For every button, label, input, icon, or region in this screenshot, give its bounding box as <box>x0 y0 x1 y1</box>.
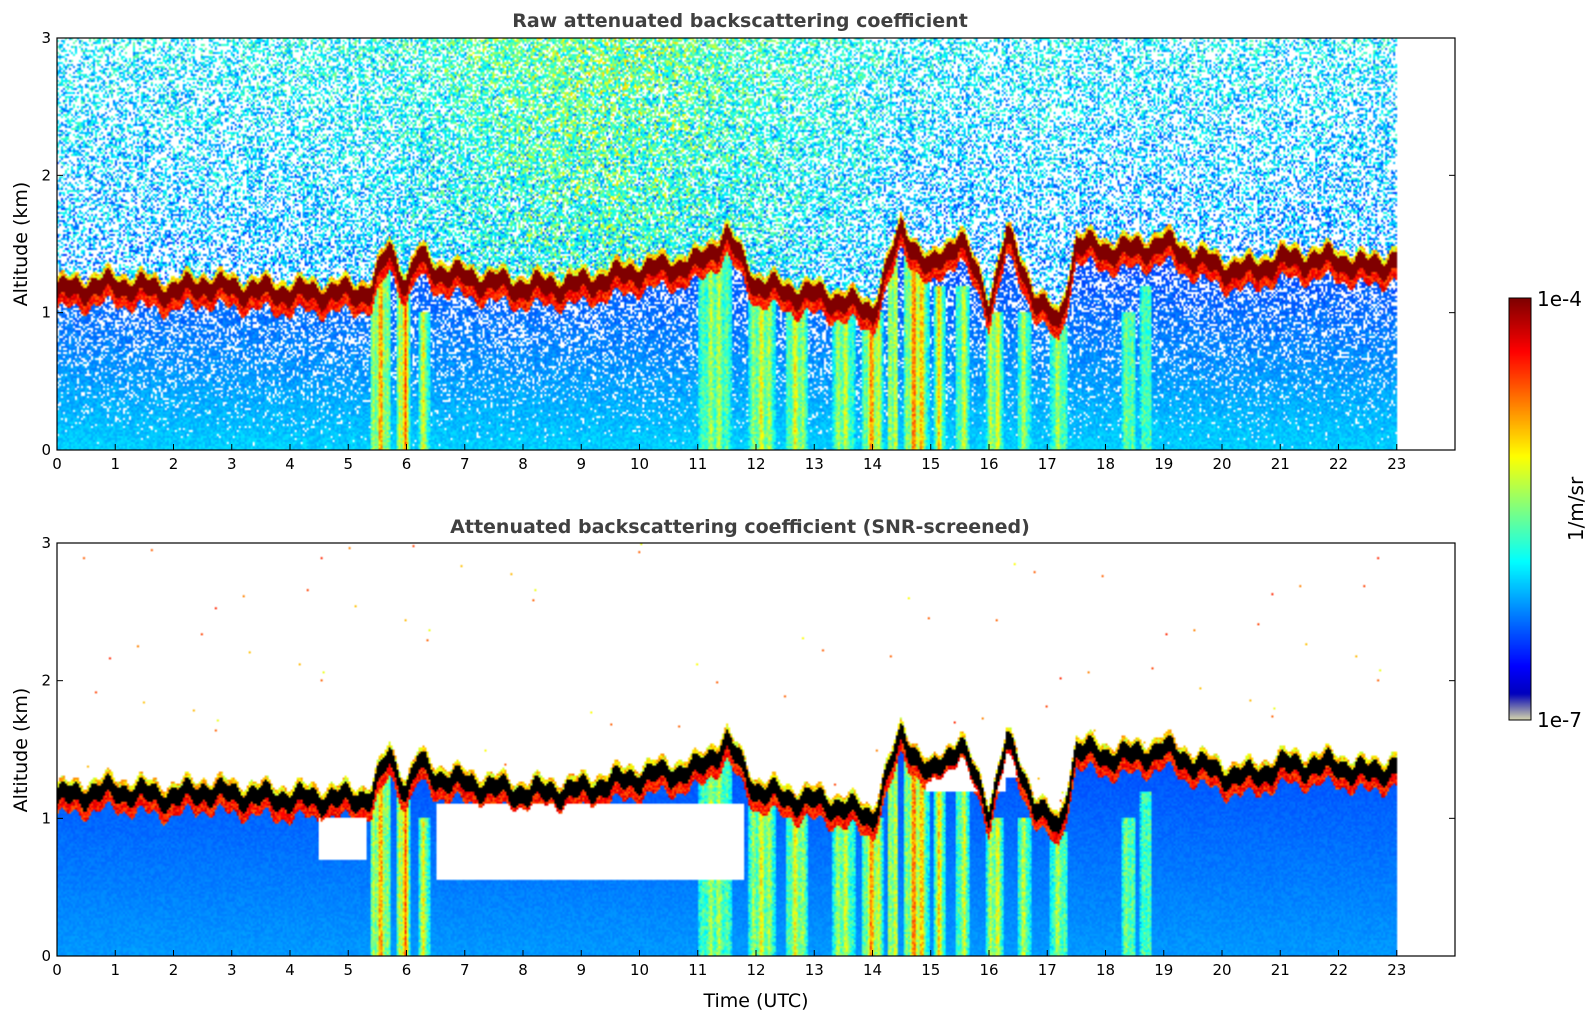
x-tick-label: 19 <box>1154 961 1173 979</box>
panel-raw-ylabel: Altitude (km) <box>10 182 32 307</box>
x-tick-label: 14 <box>863 961 882 979</box>
colorbar-gradient <box>1509 298 1531 720</box>
colorbar-unit-label: 1/m/sr <box>1564 476 1588 541</box>
x-tick-label: 13 <box>805 961 824 979</box>
y-tick-label: 0 <box>41 441 51 459</box>
y-tick-label: 1 <box>41 809 51 827</box>
colorbar-min-label: 1e-7 <box>1537 708 1582 732</box>
x-tick-label: 21 <box>1271 961 1290 979</box>
x-tick-label: 21 <box>1271 455 1290 473</box>
x-tick-label: 7 <box>460 961 470 979</box>
x-tick-label: 10 <box>630 455 649 473</box>
x-tick-label: 4 <box>285 961 295 979</box>
y-tick-label: 2 <box>41 166 51 184</box>
x-tick-label: 13 <box>805 455 824 473</box>
colorbar-max-label: 1e-4 <box>1537 287 1582 311</box>
x-tick-label: 22 <box>1329 961 1348 979</box>
panel-screened: Attenuated backscattering coefficient (S… <box>10 516 1456 1012</box>
x-tick-label: 6 <box>402 455 412 473</box>
x-tick-label: 1 <box>110 961 120 979</box>
x-tick-label: 4 <box>285 455 295 473</box>
colorbar: 1e-4 1e-7 1/m/sr <box>1508 287 1588 732</box>
x-tick-label: 9 <box>576 455 586 473</box>
y-tick-label: 3 <box>41 29 51 47</box>
x-tick-label: 14 <box>863 455 882 473</box>
panel-raw-ticks: 0 1 2 3 4 5 6 7 8 9 10 11 12 13 14 15 16 17 18 19 20 21 22 2301… <box>41 29 1455 473</box>
x-tick-label: 8 <box>518 455 528 473</box>
x-tick-label: 2 <box>169 961 179 979</box>
y-tick-label: 1 <box>41 304 51 322</box>
panel-raw-title: Raw attenuated backscattering coefficien… <box>512 10 968 32</box>
x-tick-label: 11 <box>688 455 707 473</box>
x-tick-label: 12 <box>746 455 765 473</box>
panel-raw: Raw attenuated backscattering coefficien… <box>10 10 1456 473</box>
panel-screened-ylabel: Altitude (km) <box>10 688 32 813</box>
x-tick-label: 5 <box>343 455 353 473</box>
panel-raw-heatmap <box>57 38 1455 450</box>
y-tick-label: 3 <box>41 534 51 552</box>
x-tick-label: 3 <box>227 961 237 979</box>
x-tick-label: 7 <box>460 455 470 473</box>
x-tick-label: 18 <box>1096 455 1115 473</box>
colorbar-frame <box>1508 297 1532 721</box>
y-tick-label: 2 <box>41 672 51 690</box>
x-axis-label: Time (UTC) <box>702 990 808 1012</box>
x-tick-label: 5 <box>343 961 353 979</box>
x-tick-label: 11 <box>688 961 707 979</box>
x-tick-label: 20 <box>1212 455 1231 473</box>
y-tick-label: 0 <box>41 947 51 965</box>
x-tick-label: 10 <box>630 961 649 979</box>
x-tick-label: 1 <box>110 455 120 473</box>
panel-screened-heatmap <box>57 543 1455 956</box>
panel-screened-title: Attenuated backscattering coefficient (S… <box>450 516 1030 538</box>
x-tick-label: 19 <box>1154 455 1173 473</box>
x-tick-label: 3 <box>227 455 237 473</box>
x-tick-label: 0 <box>52 961 62 979</box>
x-tick-label: 9 <box>576 961 586 979</box>
x-tick-label: 15 <box>921 455 940 473</box>
x-tick-label: 17 <box>1038 961 1057 979</box>
x-tick-label: 22 <box>1329 455 1348 473</box>
x-tick-label: 6 <box>402 961 412 979</box>
x-tick-label: 0 <box>52 455 62 473</box>
x-tick-label: 16 <box>979 961 998 979</box>
panel-screened-ticks: 0 1 2 3 4 5 6 7 8 9 10 11 12 13 14 15 16 17 18 19 20 21 22 2301… <box>41 534 1455 979</box>
x-tick-label: 15 <box>921 961 940 979</box>
x-tick-label: 2 <box>169 455 179 473</box>
x-tick-label: 20 <box>1212 961 1231 979</box>
x-tick-label: 8 <box>518 961 528 979</box>
x-tick-label: 16 <box>979 455 998 473</box>
x-tick-label: 23 <box>1387 455 1406 473</box>
x-tick-label: 12 <box>746 961 765 979</box>
x-tick-label: 17 <box>1038 455 1057 473</box>
x-tick-label: 23 <box>1387 961 1406 979</box>
x-tick-label: 18 <box>1096 961 1115 979</box>
